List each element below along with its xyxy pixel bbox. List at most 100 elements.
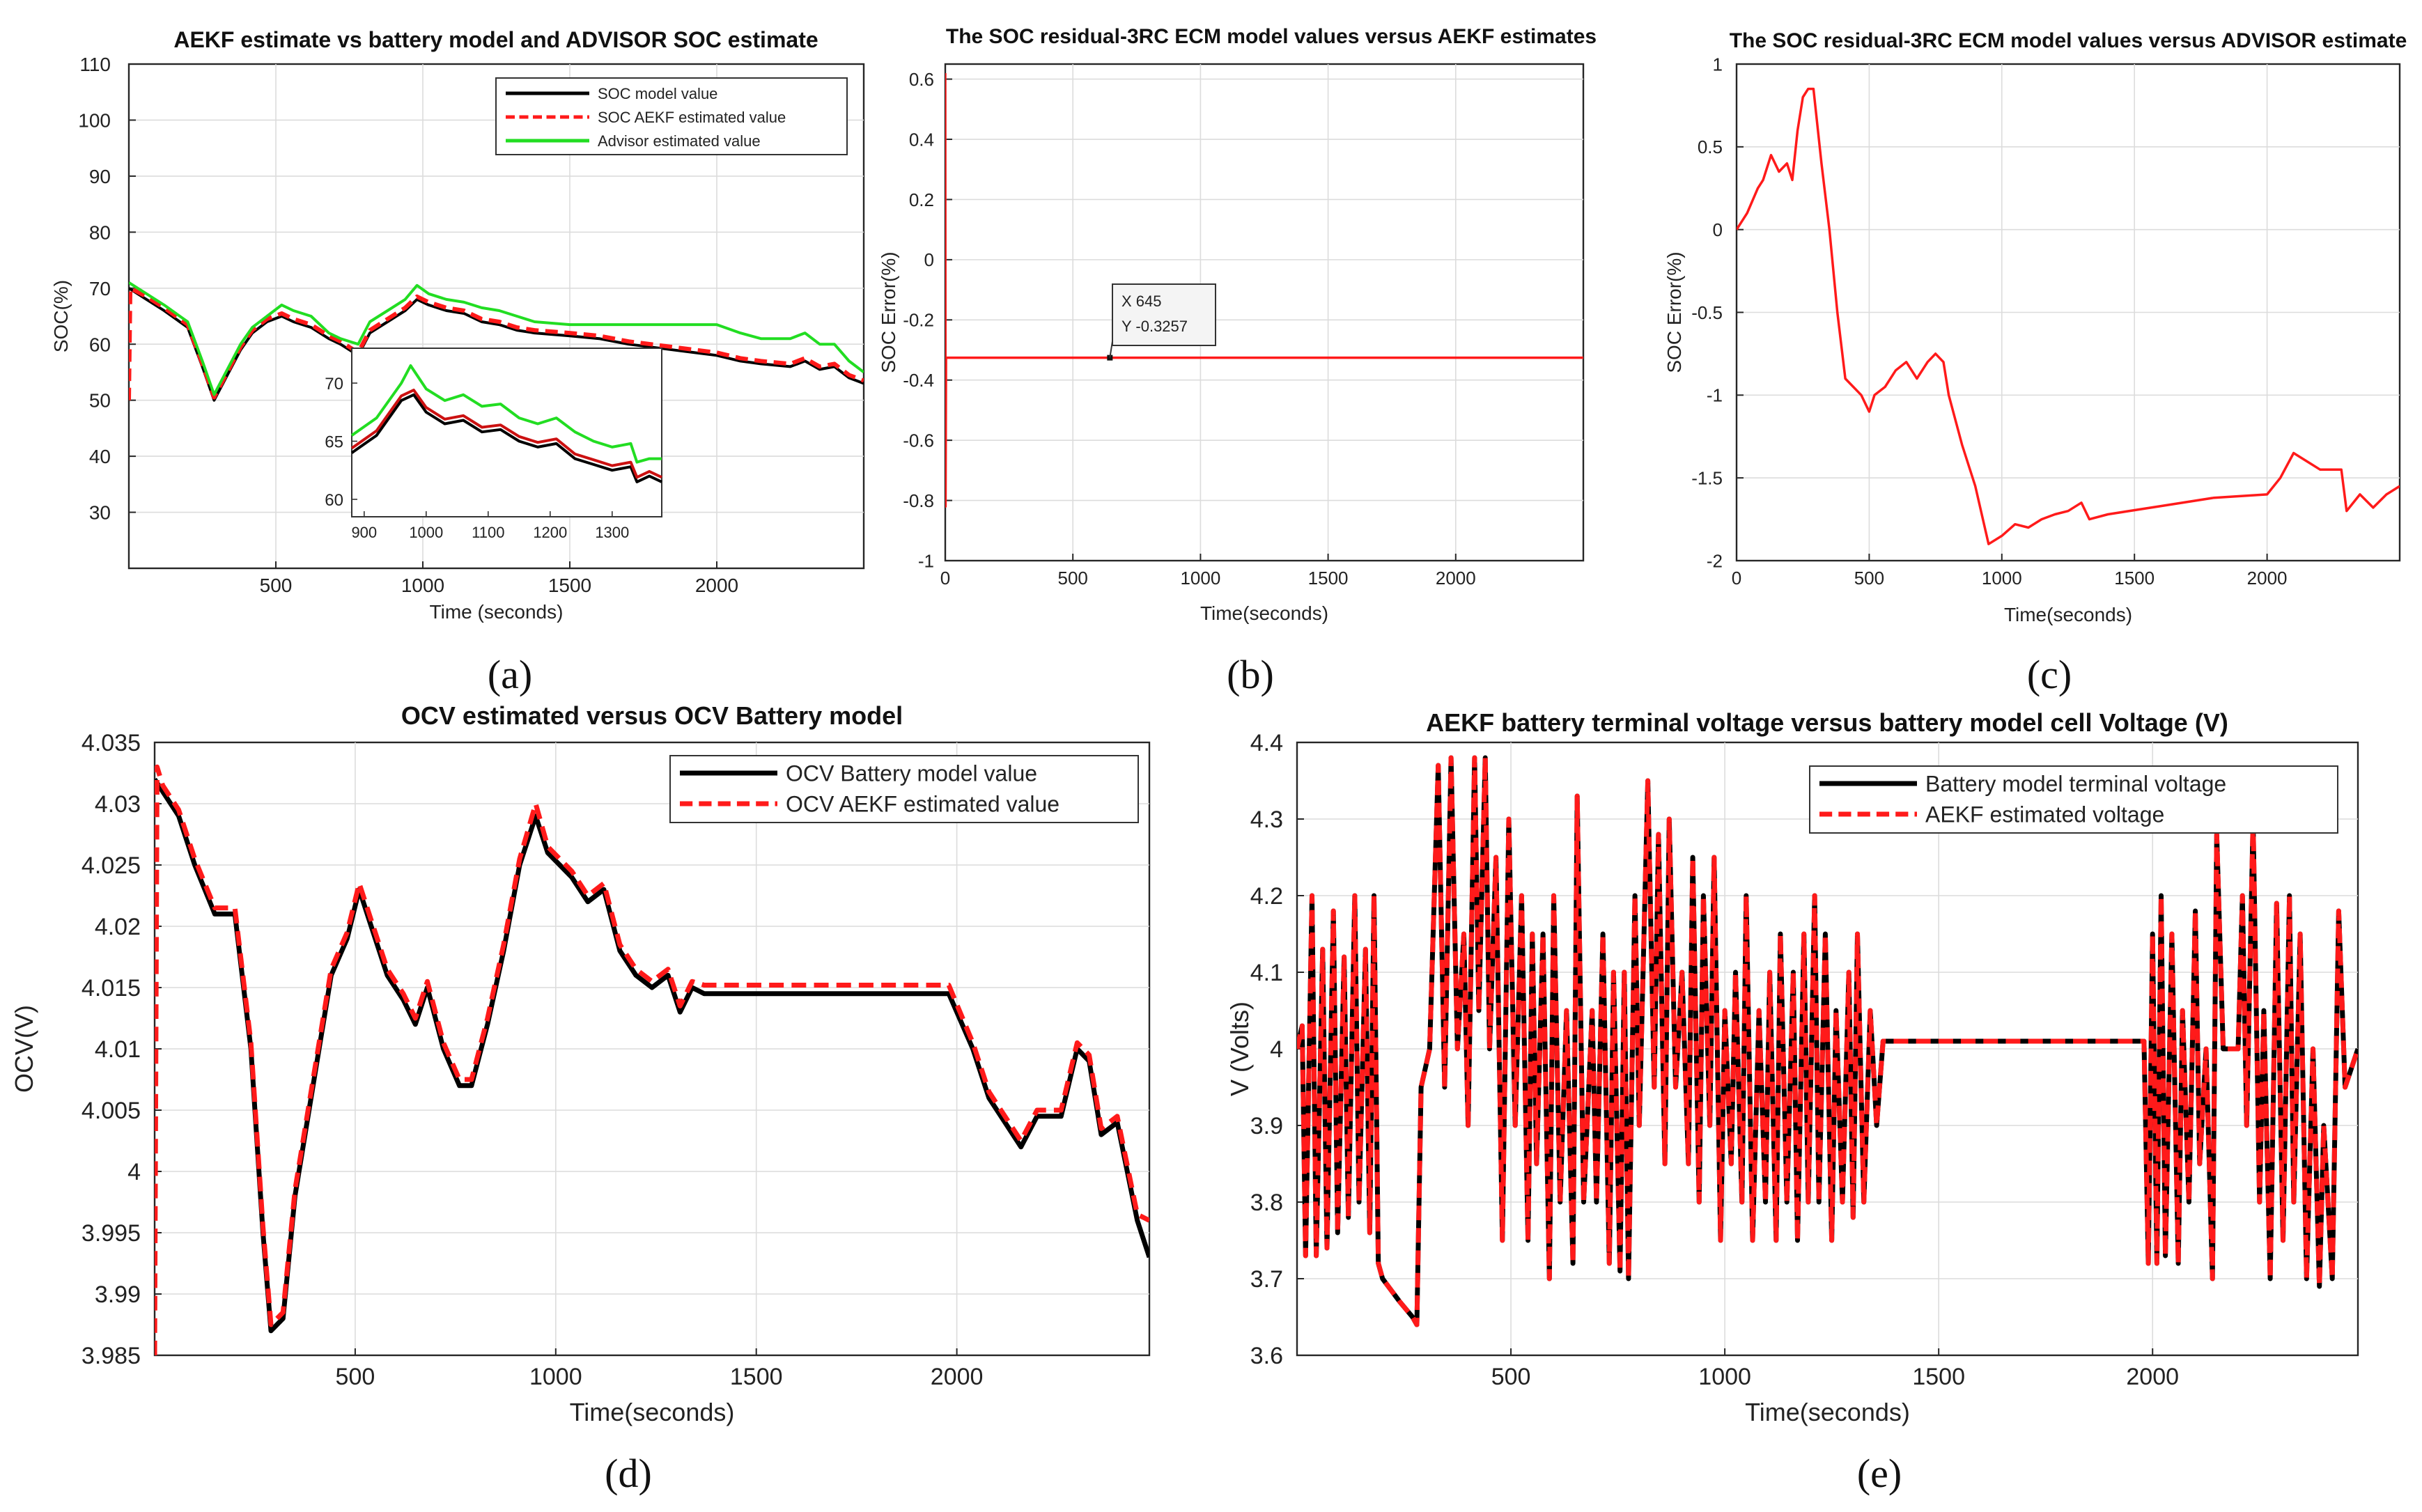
x-tick-label: 2000	[931, 1364, 984, 1390]
series-line-0	[945, 72, 1583, 508]
inset-x-tick-label: 1200	[533, 524, 567, 541]
x-tick-label: 1000	[1180, 568, 1220, 589]
x-tick-label: 1000	[1982, 568, 2022, 589]
x-tick-label: 1500	[2114, 568, 2155, 589]
inset-x-tick-label: 900	[351, 524, 377, 541]
series-group	[155, 764, 1149, 1355]
y-tick-label: 3.7	[1250, 1266, 1283, 1293]
y-tick-label: 3.985	[81, 1343, 141, 1369]
chart-title: OCV estimated versus OCV Battery model	[401, 701, 903, 730]
caption-b: (b)	[1227, 652, 1274, 697]
series-line-2	[129, 281, 864, 396]
y-tick-label: 4.4	[1250, 730, 1283, 756]
x-tick-label: 1000	[1698, 1364, 1751, 1390]
y-tick-label: 4	[127, 1159, 141, 1185]
caption-e: (e)	[1857, 1451, 1902, 1496]
inset-chart: 60 65 70 900 1000 1100 1200 1300	[325, 348, 662, 541]
y-tick-label: 30	[89, 502, 111, 524]
series-line-2	[350, 364, 662, 464]
y-tick-label: -0.8	[903, 490, 934, 511]
y-axis-label: V (Volts)	[1225, 1001, 1254, 1096]
y-tick-label: 110	[79, 54, 111, 75]
caption-a: (a)	[488, 652, 532, 697]
y-axis-label: OCV(V)	[10, 1005, 38, 1093]
plot-area	[944, 63, 1585, 562]
y-axis-label: SOC(%)	[50, 280, 72, 352]
series-group	[945, 72, 1583, 508]
chart-b: -1 -0.8 -0.6 -0.4 -0.2 0 0.2 0.4 0.6 0 500 1000 1500…	[878, 25, 1597, 624]
x-tick-label: 1000	[529, 1364, 582, 1390]
x-axis-label: Time(seconds)	[1200, 602, 1328, 624]
y-tick-label: 90	[89, 166, 111, 187]
series-group	[1297, 755, 2358, 1327]
datatip-box	[1112, 283, 1216, 346]
series-line-1	[1297, 755, 2358, 1327]
chart-title: AEKF battery terminal voltage versus bat…	[1426, 708, 2228, 737]
legend-label: AEKF estimated voltage	[1925, 802, 2164, 827]
legend-e: Battery model terminal voltage AEKF estim…	[1809, 765, 2338, 834]
y-tick-label: 4.1	[1250, 960, 1283, 986]
x-tick-label: 500	[260, 575, 293, 596]
inset-y-tick-label: 60	[325, 491, 343, 510]
y-tick-label: 40	[89, 446, 111, 467]
x-tick-label: 1000	[401, 575, 444, 596]
y-tick-label: 3.6	[1250, 1343, 1283, 1369]
legend-label: SOC AEKF estimated value	[598, 109, 786, 126]
y-axis-label: SOC Error(%)	[1663, 251, 1685, 373]
chart-title: The SOC residual-3RC ECM model values ve…	[946, 25, 1597, 48]
legend-box	[1809, 765, 2338, 834]
y-tick-label: 4	[1270, 1036, 1283, 1063]
legend-label: SOC model value	[598, 85, 717, 102]
y-tick-label: 4.2	[1250, 883, 1283, 910]
inset-x-tick-label: 1000	[409, 524, 443, 541]
y-tick-label: -2	[1707, 550, 1723, 571]
y-tick-label: 80	[89, 221, 111, 243]
inset-x-tick-label: 1300	[595, 524, 629, 541]
inset-y-tick-label: 65	[325, 433, 343, 452]
y-tick-label: -1	[1707, 385, 1723, 406]
x-tick-label: 0	[1732, 568, 1741, 589]
x-axis-label: Time(seconds)	[570, 1398, 735, 1426]
legend-label: OCV Battery model value	[786, 761, 1037, 786]
x-tick-label: 2000	[2126, 1364, 2179, 1390]
series-line-1	[155, 764, 1149, 1355]
y-tick-label: 70	[89, 278, 111, 299]
y-tick-label: 4.03	[95, 791, 141, 818]
x-tick-label: 0	[940, 568, 950, 589]
x-tick-label: 1500	[548, 575, 591, 596]
x-axis-label: Time(seconds)	[2004, 604, 2132, 625]
x-tick-label: 500	[1491, 1364, 1531, 1390]
y-tick-label: 4.02	[95, 914, 141, 940]
y-tick-label: 100	[78, 110, 111, 132]
y-tick-label: 50	[89, 390, 111, 412]
chart-e: 3.6 3.7 3.8 3.9 4 4.1 4.2 4.3 4.4 500 1000 1500 2000…	[1225, 708, 2359, 1426]
y-tick-label: 0.5	[1698, 137, 1723, 157]
y-tick-label: 3.9	[1250, 1113, 1283, 1139]
y-tick-label: -1.5	[1691, 468, 1723, 489]
y-tick-label: 4.3	[1250, 806, 1283, 833]
y-tick-label: -0.4	[903, 370, 934, 391]
y-tick-label: 4.035	[81, 730, 141, 756]
datatip-y: Y -0.3257	[1121, 318, 1188, 335]
legend-box	[669, 755, 1139, 823]
y-tick-label: 3.99	[95, 1281, 141, 1308]
inset-x-tick-label: 1100	[472, 524, 504, 541]
y-tick-label: -1	[918, 550, 934, 571]
x-tick-label: 2000	[1436, 568, 1476, 589]
legend-label: OCV AEKF estimated value	[786, 792, 1059, 817]
x-axis-label: Time(seconds)	[1745, 1398, 1910, 1426]
x-tick-label: 2000	[695, 575, 738, 596]
y-tick-label: 0	[1713, 219, 1723, 240]
inset-y-tick-label: 70	[325, 375, 343, 393]
y-tick-label: 3.8	[1250, 1190, 1283, 1216]
caption-d: (d)	[605, 1451, 652, 1496]
legend-d: OCV Battery model value OCV AEKF estimate…	[669, 755, 1139, 823]
series-line-0	[1737, 87, 2400, 545]
y-tick-label: 0.4	[909, 129, 934, 150]
chart-c: -2 -1.5 -1 -0.5 0 0.5 1 0 500 1000 1500 2000 The SOC…	[1663, 29, 2407, 625]
x-tick-label: 1500	[730, 1364, 783, 1390]
y-tick-label: -0.6	[903, 430, 934, 451]
datatip: X 645 Y -0.3257	[1107, 283, 1216, 361]
chart-title: AEKF estimate vs battery model and ADVIS…	[173, 27, 818, 52]
